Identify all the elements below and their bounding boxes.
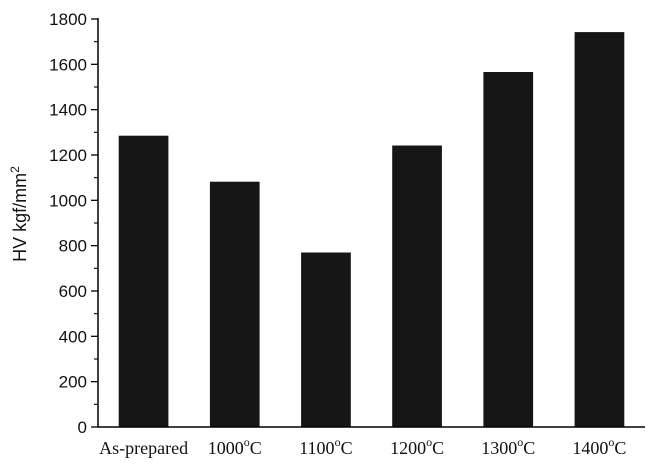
y-tick-label-8: 1600: [49, 55, 87, 74]
x-tick-labels-group: As-prepared 1000oC 1100oC 1200oC 1300oC 1400o…: [99, 435, 626, 458]
axes-group: [97, 18, 645, 428]
y-tick-label-4: 800: [59, 237, 87, 256]
bar-2: [301, 252, 351, 427]
y-tick-label-2: 400: [59, 327, 87, 346]
y-tick-label-1: 200: [59, 373, 87, 392]
x-tick-label-3: 1200oC: [390, 435, 444, 458]
y-tick-label-9: 1800: [49, 10, 87, 29]
y-tick-label-5: 1000: [49, 191, 87, 210]
y-axis-label-sup: 2: [8, 166, 22, 173]
x-tick-label-1: 1000oC: [208, 435, 262, 458]
bar-3: [392, 145, 442, 427]
x-tick-label-0: As-prepared: [99, 438, 188, 458]
bar-1: [209, 181, 260, 427]
y-axis-label-main: HV kgf/mm: [10, 173, 30, 262]
y-axis-label: HV kgf/mm2: [8, 166, 30, 262]
x-tick-label-4: 1300oC: [481, 435, 535, 458]
bar-0: [118, 135, 169, 427]
x-tick-label-5: 1400oC: [572, 435, 626, 458]
y-tick-label-7: 1400: [49, 101, 87, 120]
bar-4: [483, 72, 534, 427]
y-tick-label-3: 600: [59, 282, 87, 301]
bars-group: [118, 32, 625, 427]
y-tick-label-0: 0: [78, 418, 87, 437]
y-tick-label-6: 1200: [49, 146, 87, 165]
x-tick-label-2: 1100oC: [299, 435, 352, 458]
bar-5: [574, 32, 625, 427]
y-ticks-group: 0 200 400 600 800 1000 1200 1400 1600 1800: [49, 10, 98, 437]
